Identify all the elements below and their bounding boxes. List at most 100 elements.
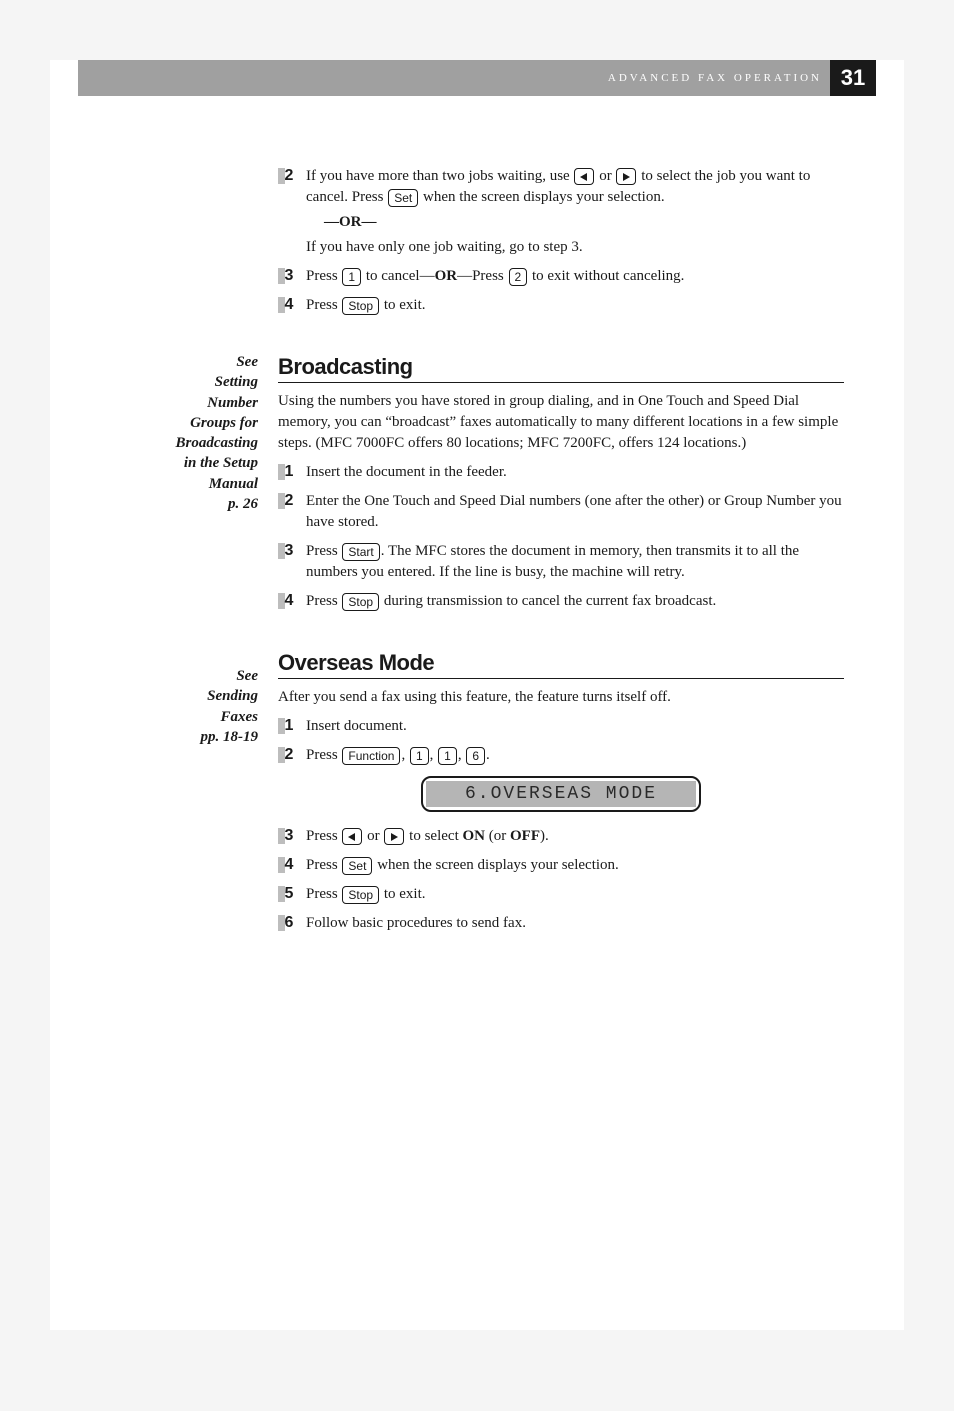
step-2: 2 Press Function, 1, 1, 6. [278, 745, 844, 766]
intro-paragraph: After you send a fax using this feature,… [278, 687, 844, 708]
content-area: See Setting Number Groups for Broadcasti… [50, 96, 904, 1012]
main-column: 2 If you have more than two jobs waiting… [270, 166, 844, 972]
sidebar-line: pp. 18-19 [70, 727, 258, 747]
sidebar-line: Manual [70, 474, 258, 494]
step-body: Press 1 to cancel—OR—Press 2 to exit wit… [306, 266, 844, 287]
step-number-icon: 1 [278, 462, 298, 482]
stop-key-icon: Stop [342, 593, 379, 611]
text: Press [306, 297, 341, 313]
heading-broadcasting: Broadcasting [278, 354, 844, 383]
start-key-icon: Start [342, 543, 379, 561]
sidebar-line: Broadcasting [70, 433, 258, 453]
text: to exit without canceling. [528, 268, 684, 284]
text: Press [306, 747, 341, 763]
step-number-icon: 2 [278, 745, 298, 765]
text: . [486, 747, 490, 763]
text: , [401, 747, 409, 763]
step-3: 3 Press Start. The MFC stores the docume… [278, 541, 844, 583]
two-key-icon: 2 [509, 268, 528, 286]
step-3: 3 Press 1 to cancel—OR—Press 2 to exit w… [278, 266, 844, 287]
text: —Press [457, 268, 507, 284]
text: Press [306, 886, 341, 902]
one-key-icon: 1 [410, 747, 429, 765]
step-body: Press or to select ON (or OFF). [306, 826, 844, 847]
step-number-icon: 6 [278, 913, 298, 933]
sidebar-line: in the Setup [70, 453, 258, 473]
step-number-icon: 3 [278, 826, 298, 846]
sidebar-line: Faxes [70, 707, 258, 727]
function-key-icon: Function [342, 747, 400, 765]
set-key-icon: Set [342, 857, 372, 875]
lcd-text: 6.OVERSEAS MODE [426, 781, 696, 807]
sidebar-line: See [70, 666, 258, 686]
step-5: 5 Press Stop to exit. [278, 884, 844, 905]
step-body: Follow basic procedures to send fax. [306, 913, 844, 934]
one-key-icon: 1 [342, 268, 361, 286]
step-number-icon: 5 [278, 884, 298, 904]
text: If you have more than two jobs waiting, … [306, 168, 573, 184]
text: when the screen displays your selection. [373, 857, 618, 873]
step-1: 1 Insert the document in the feeder. [278, 462, 844, 483]
text: Press [306, 828, 341, 844]
text: , [458, 747, 466, 763]
step-number-icon: 4 [278, 295, 298, 315]
text: OFF [510, 828, 540, 844]
step-1: 1 Insert document. [278, 716, 844, 737]
text: Press [306, 543, 341, 559]
set-key-icon: Set [388, 189, 418, 207]
step-6: 6 Follow basic procedures to send fax. [278, 913, 844, 934]
text: , [430, 747, 438, 763]
lcd-display: 6.OVERSEAS MODE [421, 776, 701, 812]
page-number: 31 [830, 60, 876, 96]
sidebar-line: See [70, 352, 258, 372]
step-4: 4 Press Set when the screen displays you… [278, 855, 844, 876]
step-body: Press Stop to exit. [306, 884, 844, 905]
text: Press [306, 857, 341, 873]
step-number-icon: 3 [278, 266, 298, 286]
sidebar-line: p. 26 [70, 494, 258, 514]
right-arrow-key-icon [616, 168, 636, 185]
step-number-icon: 4 [278, 591, 298, 611]
text: If you have only one job waiting, go to … [306, 237, 844, 258]
step-body: If you have more than two jobs waiting, … [306, 166, 844, 258]
left-arrow-key-icon [342, 828, 362, 845]
step-body: Insert document. [306, 716, 844, 737]
sidebar-note-broadcasting: See Setting Number Groups for Broadcasti… [70, 352, 258, 514]
header-bar: ADVANCED FAX OPERATION 31 [78, 60, 876, 96]
or-separator: —OR— [324, 212, 844, 233]
step-body: Press Function, 1, 1, 6. [306, 745, 844, 766]
text: ON [463, 828, 486, 844]
step-4: 4 Press Stop during transmission to canc… [278, 591, 844, 612]
text: to exit. [380, 886, 425, 902]
step-body: Press Start. The MFC stores the document… [306, 541, 844, 583]
step-2: 2 If you have more than two jobs waiting… [278, 166, 844, 258]
text: to exit. [380, 297, 425, 313]
left-arrow-key-icon [574, 168, 594, 185]
step-4: 4 Press Stop to exit. [278, 295, 844, 316]
text: Press [306, 593, 341, 609]
heading-overseas: Overseas Mode [278, 650, 844, 679]
step-number-icon: 1 [278, 716, 298, 736]
step-number-icon: 3 [278, 541, 298, 561]
section-overseas: Overseas Mode After you send a fax using… [278, 650, 844, 934]
step-body: Insert the document in the feeder. [306, 462, 844, 483]
step-number-icon: 2 [278, 166, 298, 186]
text: OR [435, 268, 458, 284]
step-body: Press Stop to exit. [306, 295, 844, 316]
header-section-title: ADVANCED FAX OPERATION [608, 72, 822, 84]
six-key-icon: 6 [466, 747, 485, 765]
intro-paragraph: Using the numbers you have stored in gro… [278, 391, 844, 454]
text: (or [485, 828, 510, 844]
sidebar-line: Number [70, 393, 258, 413]
sidebar-note-overseas: See Sending Faxes pp. 18-19 [70, 666, 258, 747]
section-broadcasting: Broadcasting Using the numbers you have … [278, 354, 844, 612]
text: to cancel— [362, 268, 434, 284]
step-number-icon: 4 [278, 855, 298, 875]
text: to select [405, 828, 462, 844]
step-body: Press Set when the screen displays your … [306, 855, 844, 876]
text: when the screen displays your selection. [419, 189, 664, 205]
sidebar-line: Groups for [70, 413, 258, 433]
sidebar-line: Setting [70, 372, 258, 392]
step-2: 2 Enter the One Touch and Speed Dial num… [278, 491, 844, 533]
step-3: 3 Press or to select ON (or OFF). [278, 826, 844, 847]
